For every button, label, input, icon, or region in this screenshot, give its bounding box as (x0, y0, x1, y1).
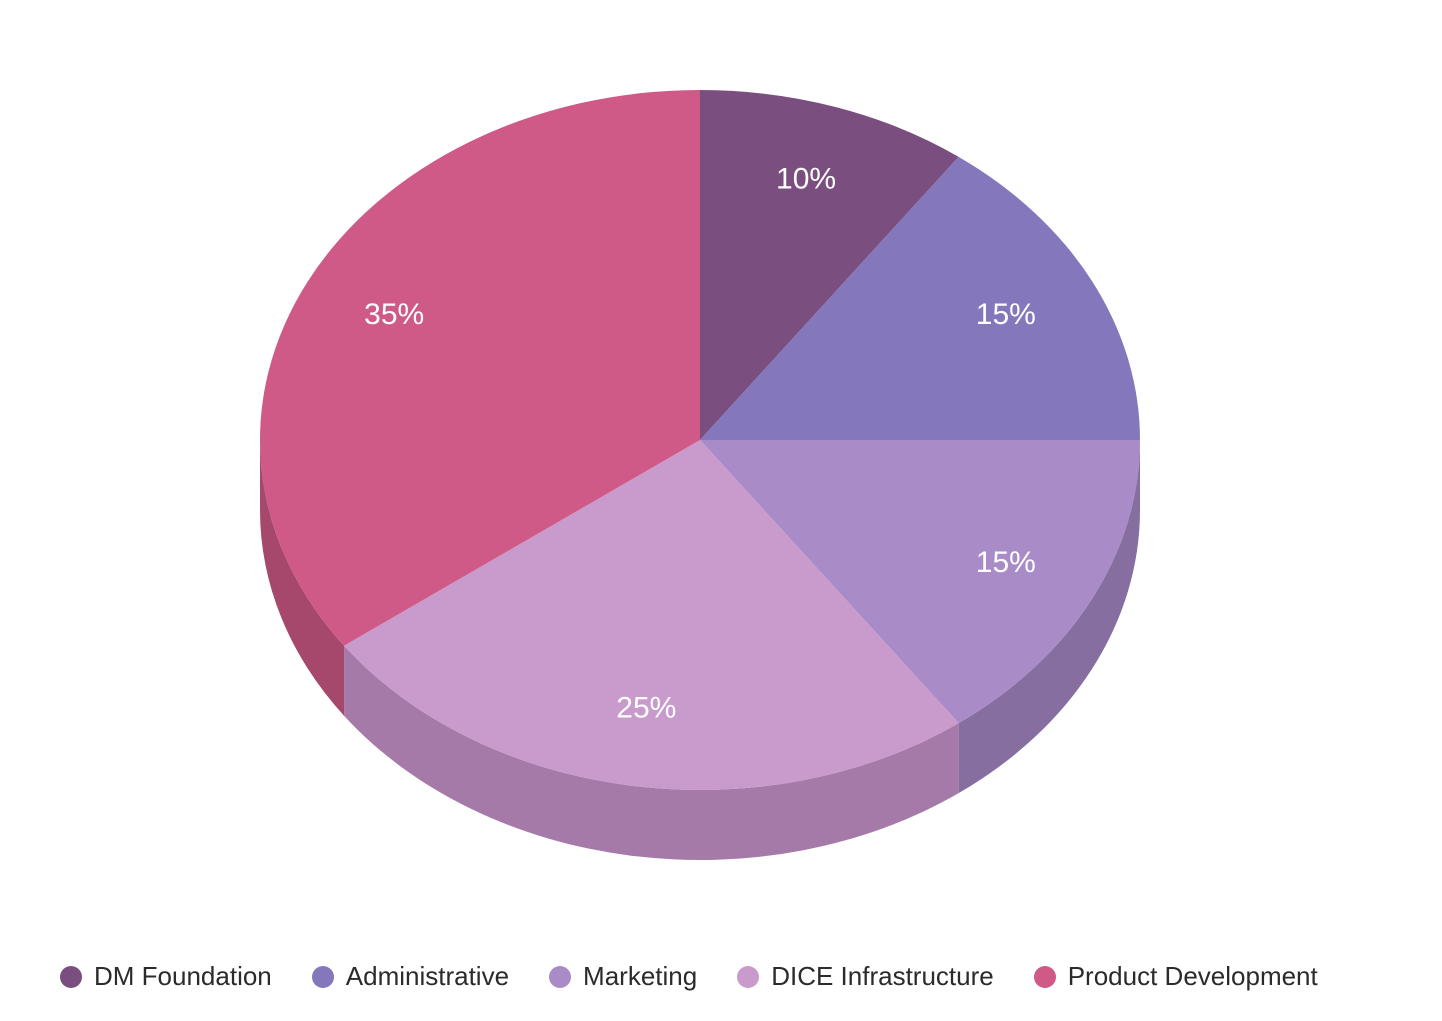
chart-legend: DM Foundation Administrative Marketing DICE… (60, 961, 1318, 992)
pie-slice-label: 10% (776, 162, 836, 195)
pie-chart-svg: 10% 15% 15% 25% 35% (0, 0, 1442, 1016)
legend-swatch (312, 966, 334, 988)
pie-slice-label: 25% (616, 692, 676, 725)
pie-chart-container: 10% 15% 15% 25% 35% DM Foundation Administrat… (0, 0, 1442, 1016)
legend-label: Product Development (1068, 961, 1318, 992)
pie-slice-label: 15% (976, 546, 1036, 579)
legend-item: Product Development (1034, 961, 1318, 992)
legend-label: Marketing (583, 961, 697, 992)
legend-label: DICE Infrastructure (771, 961, 994, 992)
legend-label: DM Foundation (94, 961, 272, 992)
legend-item: Marketing (549, 961, 697, 992)
legend-swatch (737, 966, 759, 988)
legend-item: DM Foundation (60, 961, 272, 992)
legend-swatch (1034, 966, 1056, 988)
pie-top (260, 90, 1140, 790)
pie-slice-label: 35% (364, 298, 424, 331)
legend-swatch (60, 966, 82, 988)
legend-swatch (549, 966, 571, 988)
legend-label: Administrative (346, 961, 509, 992)
legend-item: Administrative (312, 961, 509, 992)
legend-item: DICE Infrastructure (737, 961, 994, 992)
pie-slice-label: 15% (976, 298, 1036, 331)
